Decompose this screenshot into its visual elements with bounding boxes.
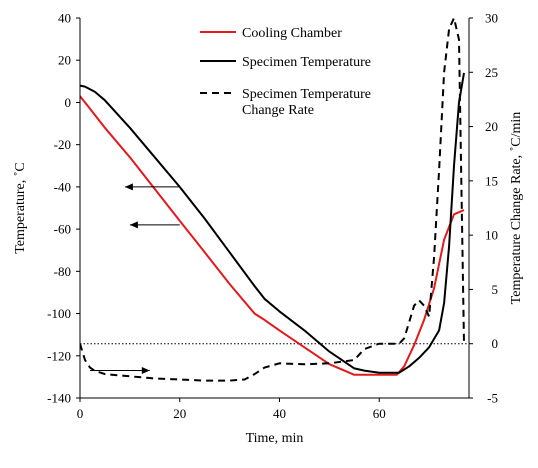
series-line-1	[80, 72, 465, 374]
left-y-axis-title: Temperature, ˚C	[13, 162, 28, 254]
left-y-tick-label-6: -80	[54, 264, 71, 279]
annotation-arrow-head-0	[124, 183, 133, 191]
left-y-tick-label-5: -60	[54, 222, 71, 237]
series-lines	[80, 18, 465, 382]
x-tick-label-1: 20	[173, 406, 186, 421]
plot-frame	[79, 18, 470, 399]
series-line-0	[80, 95, 465, 376]
left-y-tick-label-2: 0	[65, 95, 72, 110]
x-tick-label-3: 60	[373, 406, 386, 421]
left-y-tick-label-7: -100	[47, 306, 71, 321]
x-tick-label-2: 40	[273, 406, 286, 421]
legend-label-2-1: Change Rate	[242, 103, 314, 118]
left-y-tick-label-9: -140	[47, 391, 71, 406]
series-line-2	[80, 18, 465, 382]
legend-label-1-0: Specimen Temperature	[242, 55, 371, 70]
right-y-tick-label-1: 25	[485, 65, 498, 80]
left-y-tick-label-1: 20	[58, 53, 71, 68]
right-y-tick-label-2: 20	[485, 119, 498, 134]
annotation-arrow-head-2	[141, 367, 150, 375]
annotation-arrow-head-1	[129, 221, 138, 229]
left-y-tick-label-8: -120	[47, 348, 71, 363]
x-tick-label-0: 0	[77, 406, 84, 421]
left-y-tick-label-3: -20	[54, 137, 71, 152]
right-y-axis-title: Temperature Change Rate, ˚C/min	[509, 112, 524, 305]
right-y-tick-label-6: 0	[492, 336, 499, 351]
right-y-tick-label-4: 10	[485, 228, 498, 243]
right-y-tick-label-7: -5	[487, 391, 498, 406]
axes: 0 20 40 60 40 20 0 -20 -40 -60 -80 -100 -120 -140 30 25…	[13, 11, 524, 447]
x-axis-title: Time, min	[246, 431, 304, 446]
legend-label-0-0: Cooling Chamber	[242, 26, 342, 41]
right-y-tick-label-5: 5	[492, 282, 499, 297]
right-y-tick-label-0: 30	[485, 11, 498, 26]
legend-label-2-0: Specimen Temperature	[242, 87, 371, 102]
annotation-arrows	[89, 183, 180, 375]
legend: Cooling Chamber Specimen Temperature Speci…	[200, 26, 371, 118]
left-y-tick-label-4: -40	[54, 179, 71, 194]
right-y-tick-label-3: 15	[485, 173, 498, 188]
left-y-tick-label-0: 40	[58, 11, 71, 26]
